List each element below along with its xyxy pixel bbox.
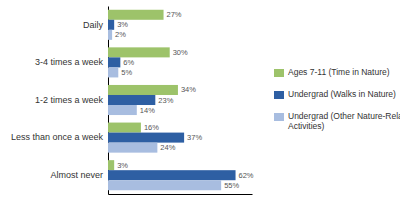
y-tick-label: Almost never [50,170,103,180]
bar [108,105,137,115]
y-axis: Almost never Less than once a week 1-2 tim… [11,7,109,195]
legend-label: Ages 7-11 (Time in Nature) [288,67,390,77]
bar [108,10,164,20]
data-label: 24% [160,143,175,152]
y-tick: 3-4 times a week [35,57,108,67]
y-tick: Less than once a week [11,132,108,142]
data-label: 34% [181,85,196,94]
data-label: 6% [123,58,134,67]
legend-swatch [274,69,284,77]
bar [108,170,236,180]
bar [108,85,178,95]
y-tick-label: Less than once a week [11,132,104,142]
bar [108,67,118,77]
bar [108,123,141,133]
data-label: 5% [121,68,132,77]
bar [108,160,114,170]
data-label: 55% [224,181,239,190]
data-label: 37% [187,133,202,142]
x-axis [109,194,253,195]
data-label: 30% [173,48,188,57]
legend-swatch [274,91,284,99]
legend-item: Undergrad (Other Nature-RelatedActivitie… [274,111,400,131]
bars [108,10,236,190]
data-label: 27% [167,10,182,19]
y-tick-label: 1-2 times a week [35,95,104,105]
y-tick-label: Daily [83,20,104,30]
bar [108,180,221,190]
x-axis-line [109,194,253,195]
data-labels: 3% 16% 34% 30% 27% 62% 37% 23% 6% 3% 55% 24% 14% 5% 2% [115,10,254,189]
data-label: 14% [140,106,155,115]
data-label: 16% [144,123,159,132]
legend-label: Undergrad (Other Nature-RelatedActivitie… [288,111,400,131]
plot: Almost never Less than once a week 1-2 tim… [11,7,254,195]
legend-item: Ages 7-11 (Time in Nature) [274,67,390,77]
y-tick: Almost never [50,170,108,180]
data-label: 3% [117,20,128,29]
chart: Almost never Less than once a week 1-2 tim… [0,0,400,206]
y-tick-label: 3-4 times a week [35,57,104,67]
legend-label: Undergrad (Walks in Nature) [288,89,396,99]
series-bars [108,10,178,170]
data-label: 3% [117,161,128,170]
legend-swatch [274,113,284,121]
bar [108,143,157,153]
y-tick: 1-2 times a week [35,95,108,105]
series-bars [108,20,236,180]
bar [108,30,112,40]
series-bars [108,30,221,190]
data-label: 23% [158,96,173,105]
legend-item: Undergrad (Walks in Nature) [274,89,396,99]
y-tick: Daily [83,20,108,30]
data-label: 2% [115,30,126,39]
data-label: 62% [239,171,254,180]
bar [108,95,155,105]
legend: Ages 7-11 (Time in Nature) Undergrad (Wal… [274,67,400,131]
bar [108,57,120,67]
bar [108,133,184,143]
bar [108,47,170,57]
bar [108,20,114,30]
